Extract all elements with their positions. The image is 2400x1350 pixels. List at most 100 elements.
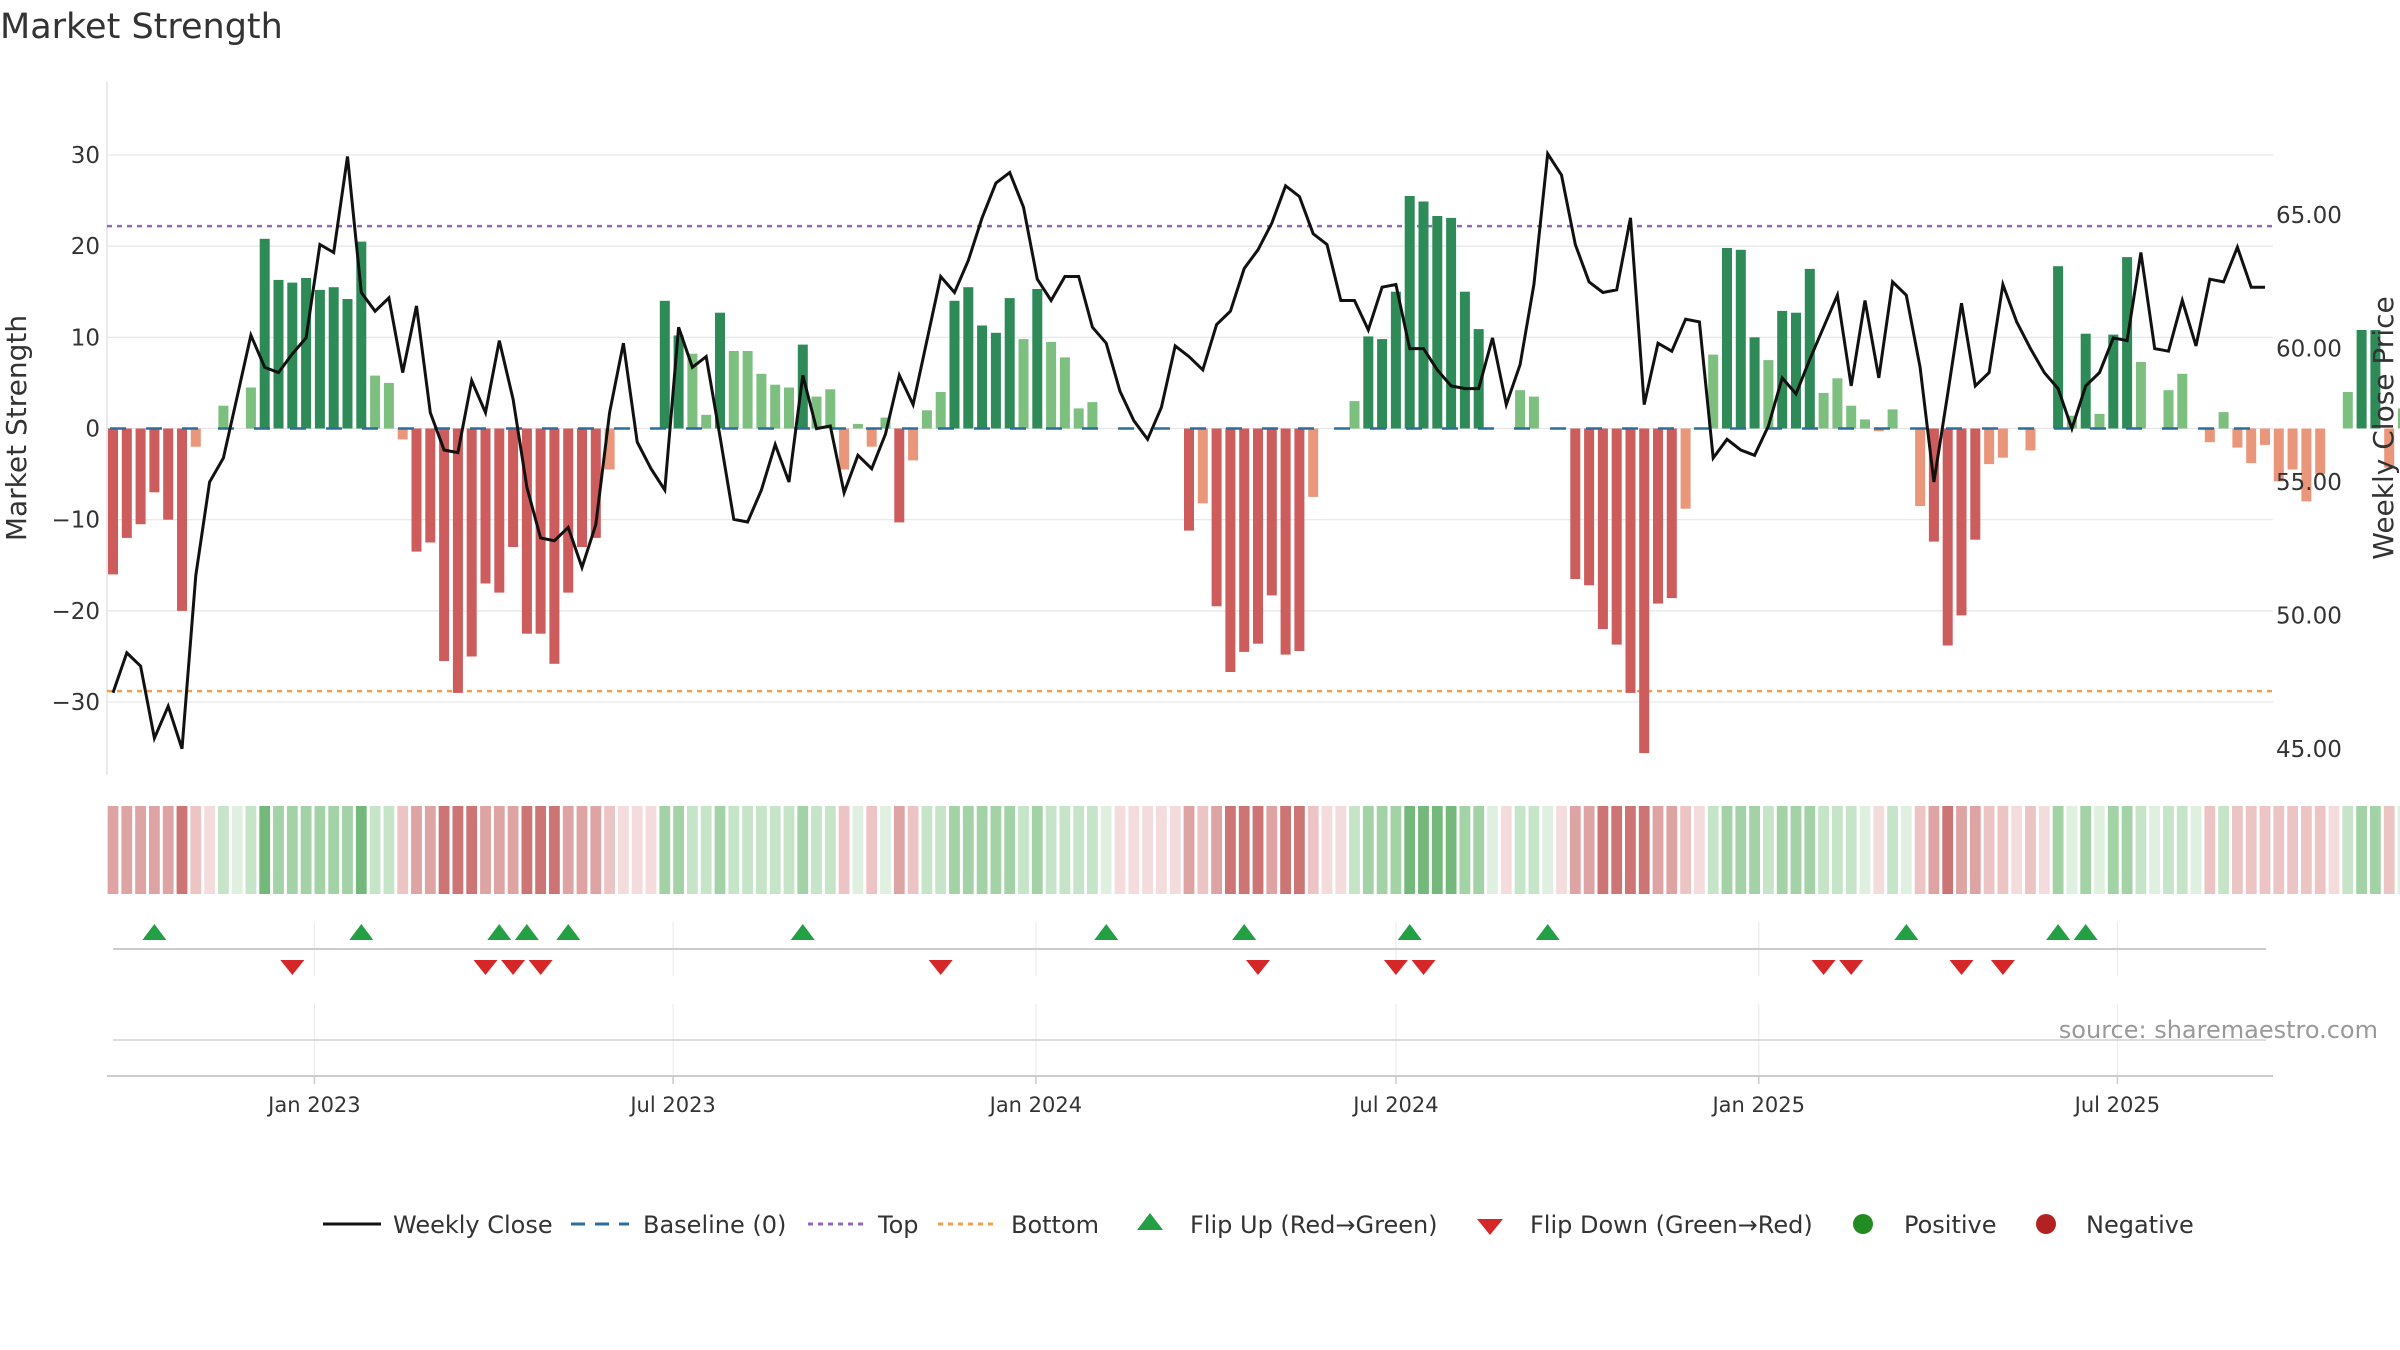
x-axis-ticks: Jan 2023 Jul 2023 Jan 2024 Jul 2024 Jan 2025… [266, 1076, 2160, 1117]
heat-cell [1790, 806, 1802, 894]
heat-cell [1873, 806, 1885, 894]
flip-up-marker [556, 924, 581, 940]
strength-bar [218, 405, 229, 429]
heat-cell [1252, 806, 1264, 894]
flip-up-marker [487, 924, 512, 940]
heat-cell [1183, 806, 1195, 894]
flip-down-marker [1411, 960, 1436, 975]
strength-bar [466, 428, 477, 657]
heat-cell [2107, 806, 2119, 894]
heat-cell [893, 806, 905, 894]
strength-bar [990, 332, 1001, 429]
strength-bar [163, 428, 174, 520]
heat-cell [1969, 806, 1981, 894]
heat-cell [2218, 806, 2229, 894]
strength-bar [190, 428, 201, 447]
strength-bar [1363, 336, 1374, 429]
strength-bar [245, 387, 256, 429]
heat-cell [1749, 806, 1760, 894]
flip-up-marker [1894, 924, 1919, 940]
heat-cell [1500, 806, 1512, 894]
heat-cell [1225, 806, 1236, 894]
x-tick-label: Jul 2023 [628, 1093, 715, 1117]
strength-bar [2315, 428, 2326, 475]
heat-cell [880, 806, 891, 894]
strength-bar [1349, 401, 1360, 429]
strength-bar [1239, 428, 1250, 652]
flip-up-marker [2046, 924, 2071, 940]
strength-bar [411, 428, 422, 552]
strength-bar [1266, 428, 1277, 596]
heat-cell [604, 806, 615, 894]
heat-cell [190, 806, 202, 894]
heat-cell [2149, 806, 2161, 894]
heat-cell [1666, 806, 1678, 894]
strength-bar [742, 351, 753, 429]
strength-bar [977, 325, 988, 429]
heat-cell [2121, 806, 2133, 894]
heat-cell [1542, 806, 1554, 894]
heat-cell [1611, 806, 1623, 894]
strength-bar [1860, 419, 1870, 429]
heat-cell [1487, 806, 1498, 894]
heat-cell [1928, 806, 1940, 894]
heat-cell [783, 806, 795, 894]
legend-flip-down-icon [1477, 1219, 1503, 1235]
heat-cell [990, 806, 1002, 894]
heat-cell [1707, 806, 1719, 894]
strength-bar [342, 299, 353, 429]
strength-bar [1666, 428, 1677, 599]
heat-cell [2245, 806, 2257, 894]
strength-bar [425, 428, 436, 543]
heat-cell [2342, 806, 2354, 894]
strength-bar [935, 392, 946, 429]
heat-cell [2038, 806, 2050, 894]
heat-cell [480, 806, 491, 894]
strength-bar [521, 428, 532, 634]
legend-positive-dot [1853, 1214, 1873, 1234]
flip-down-marker [1949, 960, 1974, 975]
heat-cell [507, 806, 519, 894]
strength-bar [1377, 339, 1388, 429]
x-tick-label: Jul 2025 [2073, 1093, 2160, 1117]
heat-cell [866, 806, 878, 894]
heat-cell [2370, 806, 2381, 894]
heat-cell [2356, 806, 2367, 894]
strength-bar [1184, 428, 1194, 531]
strength-bar [1073, 408, 1084, 429]
heat-cell [1390, 806, 1402, 894]
strength-bar [2204, 428, 2215, 443]
heat-cell [2011, 806, 2023, 894]
heat-cell [2163, 806, 2174, 894]
heat-cell [714, 806, 726, 894]
heat-cell [411, 806, 422, 894]
strength-bar [121, 428, 132, 538]
strength-bar [273, 279, 284, 429]
heat-cell [273, 806, 284, 894]
heat-cell [149, 806, 160, 894]
flip-up-marker [349, 924, 374, 940]
heat-cell [797, 806, 809, 894]
heat-cell [921, 806, 933, 894]
strength-bar [577, 428, 587, 547]
strength-bar [2342, 392, 2353, 429]
legend-top: Top [877, 1211, 919, 1239]
flip-up-marker [1232, 924, 1257, 940]
heat-cell [962, 806, 974, 894]
heat-cell [2176, 806, 2188, 894]
flip-markers [142, 924, 2098, 975]
flip-down-marker [928, 960, 953, 975]
strength-bar [1197, 428, 1208, 504]
heat-cell [1597, 806, 1609, 894]
strength-bar [963, 287, 974, 429]
heat-cell [1832, 806, 1843, 894]
strength-bar [1846, 405, 1857, 429]
strength-bar [715, 312, 725, 429]
legend-bottom: Bottom [1011, 1211, 1099, 1239]
heat-cell [1956, 806, 1967, 894]
strength-bar [866, 428, 877, 447]
heat-cell [2066, 806, 2078, 894]
heat-cell [811, 806, 822, 894]
heat-cell [1514, 806, 1526, 894]
